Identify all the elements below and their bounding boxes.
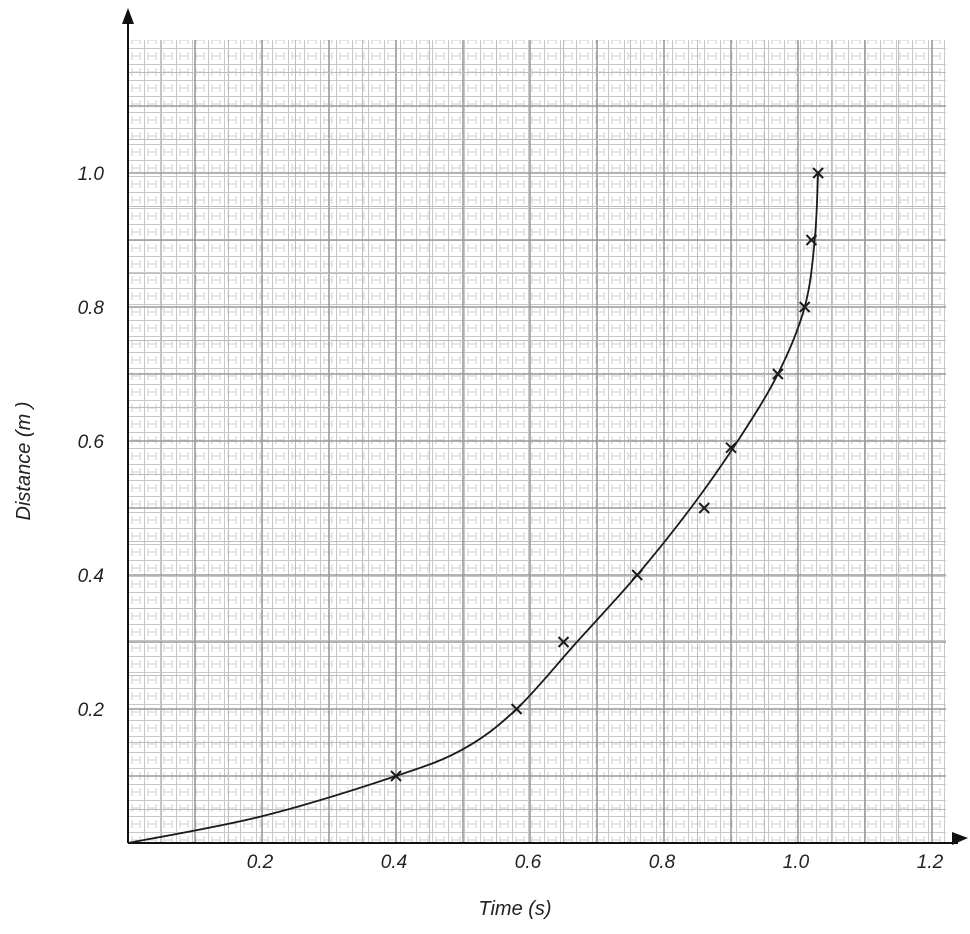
data-point-marker <box>390 770 402 782</box>
data-point-marker <box>805 234 818 246</box>
data-point-markers <box>390 167 824 782</box>
data-point-marker <box>798 301 811 313</box>
data-point-marker <box>698 502 710 514</box>
data-point-marker <box>631 569 643 581</box>
x-tick-label: 0.4 <box>381 852 407 873</box>
data-point-marker <box>557 636 570 648</box>
y-tick-label: 0.6 <box>78 432 105 453</box>
x-tick-label: 1.0 <box>783 852 810 873</box>
y-axis-title: Distance (m ) <box>13 402 35 521</box>
gridlines <box>128 40 946 843</box>
data-point-marker <box>812 167 824 179</box>
x-tick-label: 1.2 <box>917 852 944 873</box>
y-tick-label: 0.8 <box>78 298 105 319</box>
y-tick-label: 0.4 <box>78 566 104 587</box>
data-point-marker <box>772 368 784 380</box>
x-tick-labels: 0.2 0.4 0.6 0.8 1.0 1.2 <box>247 852 944 873</box>
data-point-marker <box>725 441 737 454</box>
y-tick-label: 1.0 <box>78 164 105 185</box>
x-axis-arrow <box>952 832 968 845</box>
x-tick-label: 0.2 <box>247 852 274 873</box>
x-tick-label: 0.8 <box>649 852 676 873</box>
axes <box>122 8 968 845</box>
y-tick-label: 0.2 <box>78 700 105 721</box>
x-axis-title: Time (s) <box>478 898 551 920</box>
data-point-marker <box>510 703 523 715</box>
x-tick-label: 0.6 <box>515 852 542 873</box>
y-tick-labels: 0.2 0.4 0.6 0.8 1.0 <box>78 164 105 721</box>
y-axis-arrow <box>122 8 134 24</box>
best-fit-curve <box>127 172 819 844</box>
